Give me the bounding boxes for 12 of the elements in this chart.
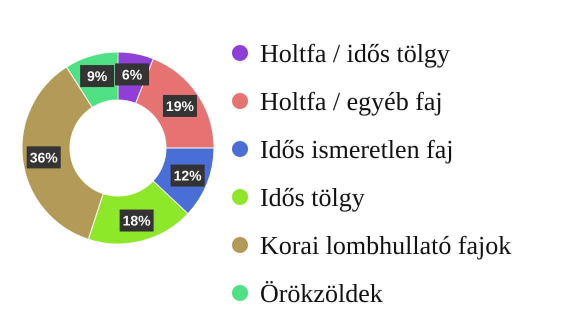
- data-label: 9%: [86, 68, 108, 84]
- data-label: 19%: [166, 98, 194, 114]
- legend-label: Örökzöldek: [260, 279, 383, 308]
- legend-label: Korai lombhullató fajok: [260, 231, 512, 260]
- data-label: 18%: [122, 212, 152, 228]
- data-label: 36%: [30, 149, 58, 166]
- data-label: 12%: [174, 167, 202, 184]
- data-label: 6%: [122, 66, 143, 82]
- legend-label: Idős ismeretlen faj: [260, 135, 454, 164]
- legend-label: Idős tölgy: [260, 183, 365, 212]
- legend-label: Holtfa / idős tölgy: [260, 39, 450, 68]
- legend-label: Holtfa / egyéb faj: [260, 87, 443, 116]
